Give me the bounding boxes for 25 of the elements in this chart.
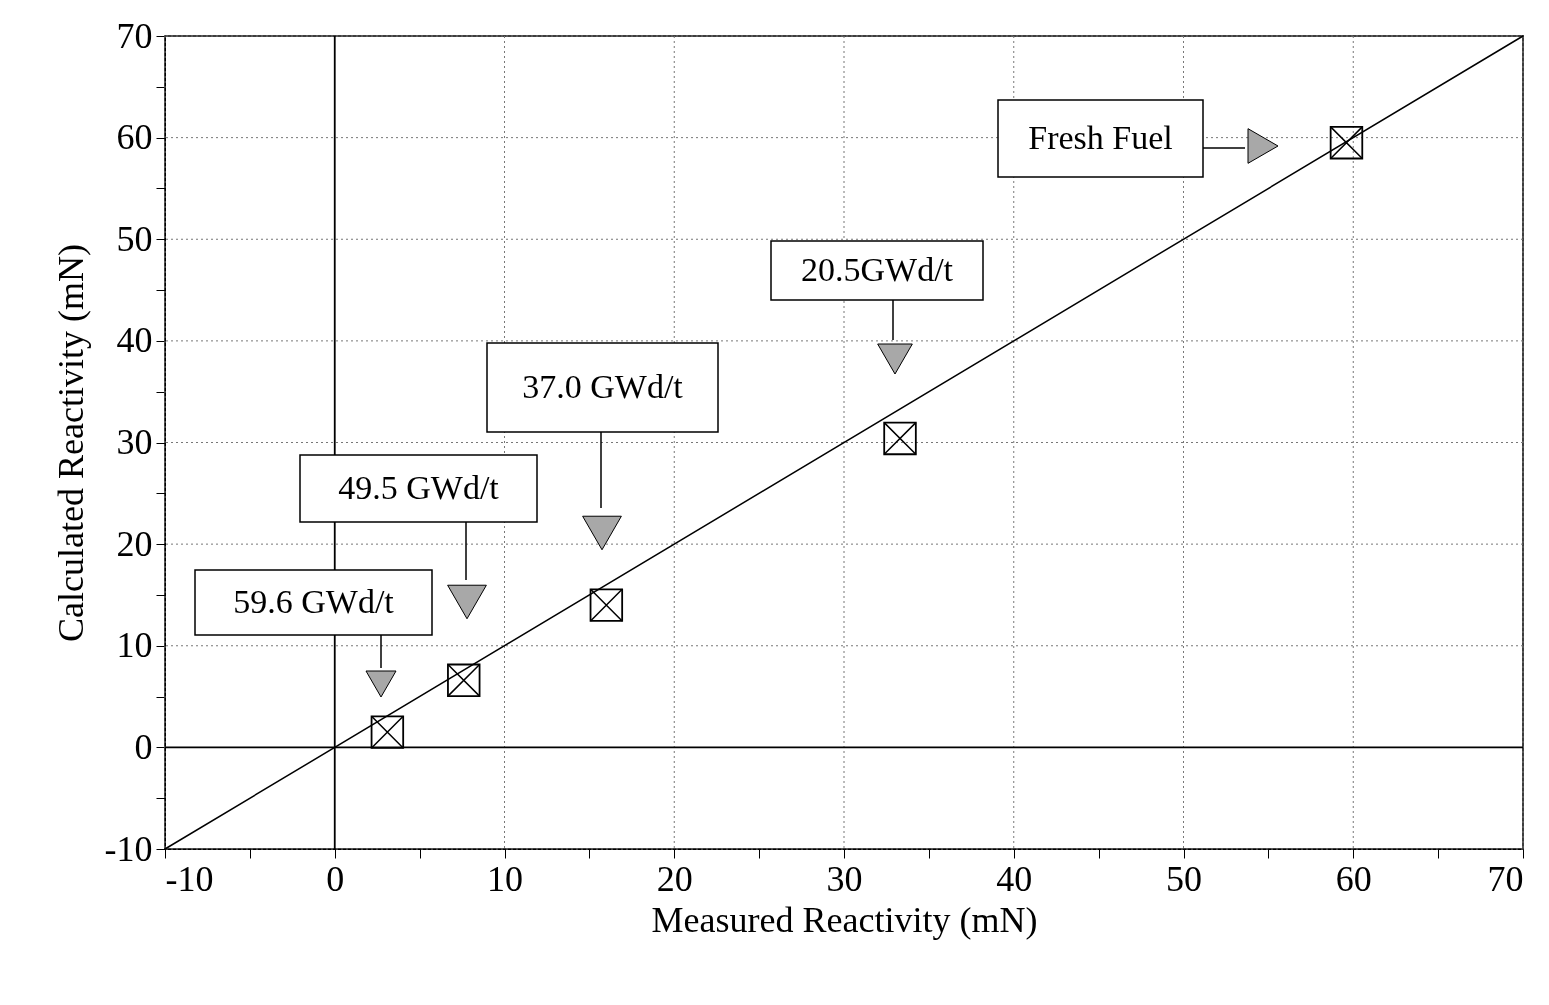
y-tick-label: 30 <box>116 422 153 462</box>
x-axis-title: Measured Reactivity (mN) <box>651 899 1038 940</box>
y-tick-label: 50 <box>116 218 153 259</box>
x-tick-label: 50 <box>1166 858 1202 899</box>
x-tick-label: 60 <box>1335 858 1372 899</box>
y-tick-label: -10 <box>104 828 153 869</box>
y-tick-label: 10 <box>116 625 153 666</box>
annotation: 59.6 GWd/t <box>233 582 395 620</box>
x-tick-label: 10 <box>487 858 523 899</box>
x-tick-label: 30 <box>826 858 863 899</box>
x-tick-label: -10 <box>165 858 214 899</box>
x-tick-label: 20 <box>656 858 693 899</box>
annotation: 49.5 GWd/t <box>338 468 500 506</box>
y-tick-label: 40 <box>116 320 153 361</box>
y-axis-title: Calculated Reactivity (mN) <box>50 244 91 642</box>
annotation: 20.5GWd/t <box>800 250 954 288</box>
annotation: 37.0 GWd/t <box>522 367 684 405</box>
y-tick-label: 60 <box>116 117 153 158</box>
y-tick-label: 20 <box>116 523 153 564</box>
x-tick-label: 40 <box>996 858 1033 899</box>
x-tick-label: 0 <box>326 858 345 899</box>
y-tick-label: 70 <box>116 15 153 56</box>
x-tick-label: 70 <box>1487 858 1524 899</box>
annotation: Fresh Fuel <box>1028 118 1173 156</box>
y-tick-label: 0 <box>134 726 153 767</box>
